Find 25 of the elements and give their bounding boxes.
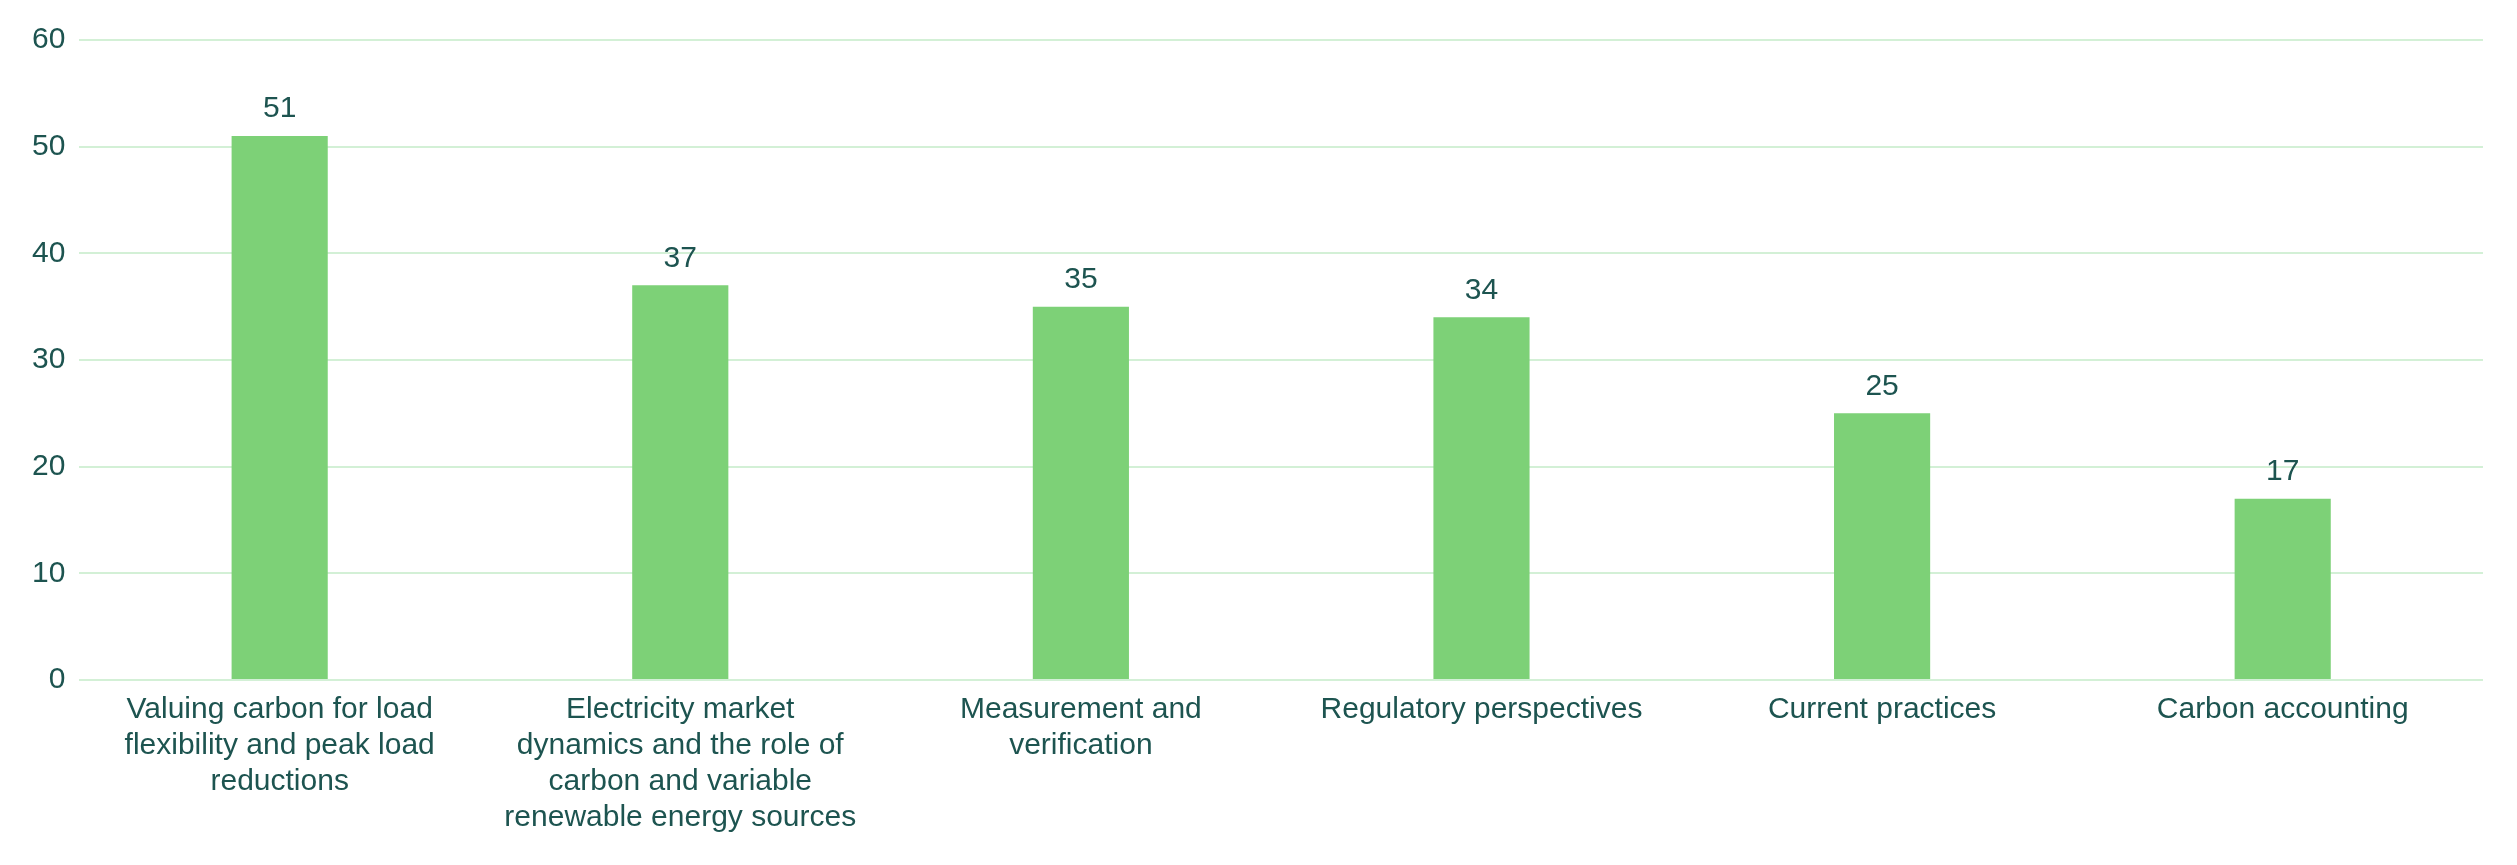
data-label: 51 — [262, 90, 297, 124]
data-label: 17 — [2266, 452, 2300, 486]
bar — [1032, 306, 1129, 679]
y-tick-label: 0 — [48, 661, 66, 695]
bar — [632, 285, 729, 679]
x-tick-label: Electricity market dynamics and the role of carbon and variable renewable energy sources — [504, 691, 857, 833]
y-tick-label: 10 — [31, 554, 66, 588]
y-tick-label: 30 — [31, 341, 66, 375]
data-label: 37 — [663, 239, 697, 273]
x-tick-label: Measurement and verification — [959, 691, 1202, 761]
x-tick-label: Current practices — [1767, 691, 1997, 725]
bar — [1834, 413, 1931, 679]
y-tick-label: 40 — [31, 234, 66, 268]
data-label: 35 — [1064, 260, 1098, 294]
data-label: 34 — [1464, 271, 1499, 305]
bar — [2234, 498, 2331, 679]
y-tick-label: 50 — [31, 127, 66, 161]
x-tick-label: Carbon accounting — [2156, 691, 2409, 725]
x-tick-label: Valuing carbon for load flexibility and peak load reductions — [124, 691, 435, 797]
y-tick-label: 20 — [31, 447, 66, 481]
x-tick-label: Regulatory perspectives — [1320, 691, 1643, 725]
bar — [1433, 317, 1530, 679]
y-tick-label: 60 — [31, 21, 66, 55]
data-label: 25 — [1865, 367, 1899, 401]
bar — [231, 136, 328, 679]
